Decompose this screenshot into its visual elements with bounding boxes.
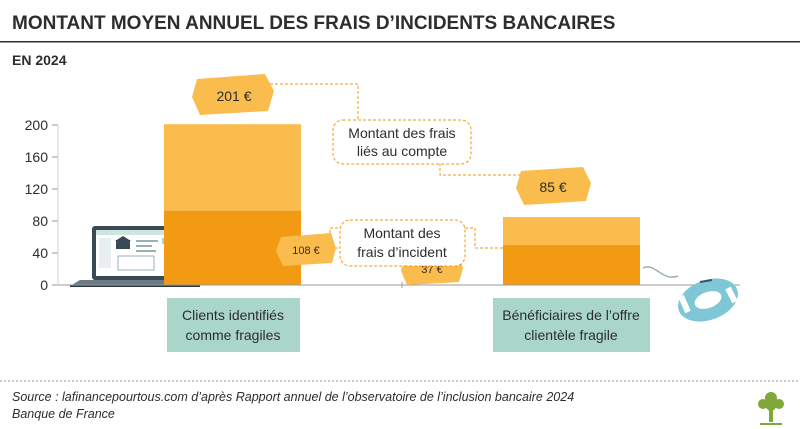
category-box-fragile: Clients identifiés comme fragiles: [167, 298, 300, 352]
legend-incident-fees: Montant des frais d’incident: [339, 219, 466, 267]
category-box-offer: Bénéficiaires de l’offre clientèle fragi…: [493, 298, 650, 352]
bar-fragile-account-fees: [164, 124, 301, 211]
y-tick-label: 120: [25, 181, 49, 197]
bar-offer-account-fees: [503, 217, 640, 245]
incident-label-fragile: 108 €: [292, 245, 320, 257]
legend-incident-line1: Montant des: [363, 225, 440, 241]
y-tick-label: 200: [25, 117, 49, 133]
tree-logo-icon: [758, 392, 784, 425]
source-line-1: Source : lafinancepourtous.com d’après R…: [12, 390, 574, 404]
incident-label-offer: 37 €: [421, 264, 442, 276]
category-label-fragile-line1: Clients identifiés: [182, 307, 284, 323]
total-label-fragile: 201 €: [216, 88, 251, 104]
lifebuoy-icon: [642, 266, 738, 322]
legend-account-line1: Montant des frais: [348, 125, 455, 141]
legend-account-fees: Montant des frais liés au compte: [332, 119, 472, 165]
y-axis-ticks: 0 40 80 120 160 200: [25, 117, 58, 293]
total-tag-offer: 85 €: [516, 167, 591, 205]
category-label-offer-line2: clientèle fragile: [524, 327, 618, 343]
chart-title: MONTANT MOYEN ANNUEL DES FRAIS D’INCIDEN…: [12, 13, 615, 34]
category-label-offer-line1: Bénéficiaires de l’offre: [502, 307, 640, 323]
total-label-offer: 85 €: [539, 179, 566, 195]
source-line-2: Banque de France: [12, 407, 115, 421]
bars-group: [164, 124, 640, 285]
chart-subtitle: EN 2024: [12, 52, 67, 68]
y-tick-label: 0: [40, 277, 48, 293]
y-tick-label: 80: [32, 213, 48, 229]
bar-offer-incident-fees: [503, 245, 640, 285]
category-label-fragile-line2: comme fragiles: [186, 327, 281, 343]
incident-tag-fragile: 108 €: [276, 233, 336, 266]
legend-account-line2: liés au compte: [357, 143, 447, 159]
y-tick-label: 160: [25, 149, 49, 165]
title-rule: [0, 41, 800, 43]
legend-incident-line2: frais d’incident: [357, 244, 447, 260]
total-tag-fragile: 201 €: [192, 74, 274, 115]
y-tick-label: 40: [32, 245, 48, 261]
